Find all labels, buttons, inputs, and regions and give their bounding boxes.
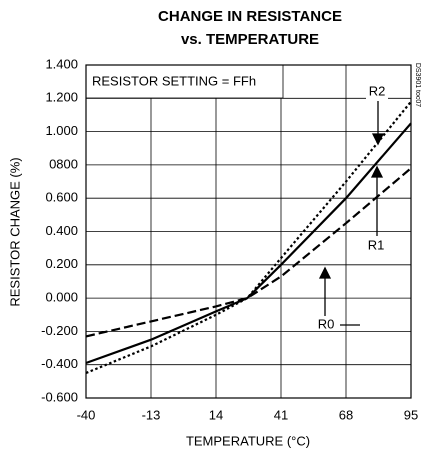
- y-tick-label: 0.600: [45, 190, 78, 205]
- x-tick-label: 95: [404, 407, 418, 422]
- arrows: [318, 101, 385, 326]
- chart-title: vs. TEMPERATURE: [181, 31, 319, 48]
- y-tick-label: -0.200: [41, 323, 78, 338]
- series-line: [85, 122, 412, 365]
- x-tick-label: 68: [339, 407, 353, 422]
- y-tick-label: 1.400: [45, 56, 78, 71]
- label-bg: [365, 238, 387, 254]
- series-line: [85, 167, 412, 338]
- label-bg: [366, 84, 388, 100]
- y-tick-label: 0.000: [45, 290, 78, 305]
- y-tick-label: 0.400: [45, 223, 78, 238]
- x-tick-label: -13: [142, 407, 161, 422]
- x-tick-label: 14: [209, 407, 223, 422]
- y-tick-label: 1.200: [45, 90, 78, 105]
- x-axis-label: TEMPERATURE (°C): [186, 433, 310, 448]
- series-label: R0: [318, 316, 335, 331]
- y-tick-label: -0.600: [41, 389, 78, 404]
- figure-id: DS3901 toc07: [414, 63, 421, 107]
- chart-title: CHANGE IN RESISTANCE: [158, 8, 342, 25]
- annotation: RESISTOR SETTING = FFh: [92, 73, 256, 88]
- y-tick-label: -0.400: [41, 356, 78, 371]
- series-label: R1: [368, 237, 385, 252]
- x-tick-label: -40: [77, 407, 96, 422]
- plot-frame: [85, 64, 412, 399]
- y-tick-label: 0800: [49, 156, 78, 171]
- series-label: R2: [369, 83, 386, 98]
- y-tick-label: 1.000: [45, 123, 78, 138]
- y-tick-label: 0.200: [45, 256, 78, 271]
- lines: [85, 100, 412, 375]
- grid: [85, 64, 412, 399]
- x-tick-label: 41: [274, 407, 288, 422]
- y-axis-label: RESISTOR CHANGE (%): [7, 157, 22, 306]
- series-line: [85, 100, 412, 375]
